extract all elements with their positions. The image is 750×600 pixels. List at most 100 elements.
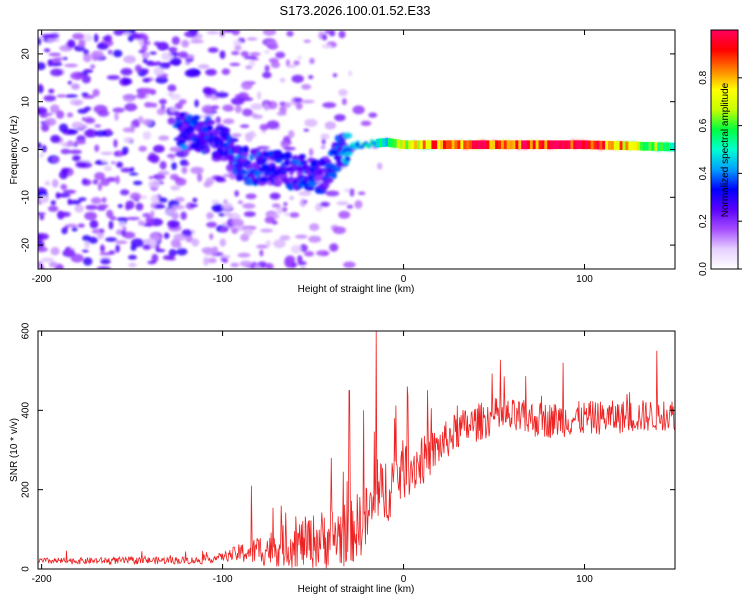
spectrogram-cell [245,65,253,70]
spectrogram-cell [265,240,271,247]
spectrogram-heatmap [38,30,675,269]
spectrogram-cell [82,234,91,242]
spectrogram-ridge-cell [590,140,594,150]
spectrogram-cell [159,62,171,69]
spectrogram-ridge-cell [558,140,563,150]
spectrogram-ridge-cell [393,139,397,148]
spectrogram-cell [169,220,177,227]
spectrogram-cell [179,144,189,150]
spectrogram-cell [137,33,144,39]
spectrogram-cell [334,114,346,122]
spectrogram-y-axis: -20 -10 0 10 20 [21,48,675,252]
spectrogram-cell [142,57,148,64]
spectrogram-cell [260,175,269,183]
spectrogram-ridge-cell [596,140,600,150]
spectrogram-cell [129,124,136,133]
spectrogram-cell [65,142,76,147]
spectrogram-cell [231,30,240,36]
spectrogram-cell [148,175,154,180]
spectrogram-ridge-cell [512,140,516,150]
spectrogram-ridge-cell [587,140,591,150]
spectrogram-cell [131,32,140,40]
spectrogram-ridge-cell [500,140,505,150]
spectrogram-cell [222,259,229,263]
spectrogram-cell [92,179,99,185]
spectrogram-cell [181,166,188,174]
spectrogram-cell [167,92,174,96]
spectrogram-cell [170,106,177,112]
spectrogram-cell [283,258,294,267]
spectrogram-cell [125,200,135,210]
spectrogram-cell [174,102,183,110]
spectrogram-cell [145,216,155,225]
spectrogram-cell [234,94,246,98]
spectrogram-cell [302,200,308,204]
spectrogram-cell [72,155,81,162]
spectrogram-cell [63,56,68,61]
spectrogram-cell [189,203,199,208]
spectrogram-cell [83,69,94,74]
spectrogram-cell [171,162,177,170]
spectrogram-cell [75,161,87,168]
spectrogram-x-tick-label: -200 [32,274,52,285]
spectrogram-cell [309,223,320,232]
spectrogram-ridge-cell [544,140,548,150]
spectrogram-cell [122,93,136,103]
spectrogram-cell [202,86,213,95]
spectrogram-cell [243,146,249,154]
spectrogram-cell [169,146,183,152]
snr-x-tick-label: 0 [401,574,407,585]
spectrogram-cell [38,212,46,216]
spectrogram-cell [214,176,226,182]
spectrogram-cell [90,197,102,205]
spectrogram-cell [38,195,48,204]
spectrogram-cell [105,237,118,242]
spectrogram-cell [223,30,234,33]
spectrogram-cell [336,201,349,206]
spectrogram-cell [44,180,51,186]
spectrogram-cell [122,226,127,231]
spectrogram-cell [190,166,204,175]
spectrogram-ridge-cell [382,138,386,147]
spectrogram-cell [56,193,71,198]
spectrogram-cell [118,221,126,228]
snr-y-tick-label: 600 [21,322,32,339]
spectrogram-cell [130,238,145,248]
spectrogram-cell [246,37,258,41]
spectrogram-cell [211,199,220,205]
spectrogram-cell [194,99,199,108]
spectrogram-ridge-cell [492,140,496,150]
spectrogram-cell [94,124,102,128]
spectrogram-cell [81,33,93,43]
snr-x-tick-label: 100 [576,574,593,585]
spectrogram-cell [211,203,224,213]
spectrogram-cell [206,212,214,219]
spectrogram-cell [308,75,314,80]
spectrogram-cell [74,204,84,213]
spectrogram-cell [201,104,215,114]
spectrogram-y-tick-label: 10 [21,96,32,108]
spectrogram-cell [206,30,219,35]
spectrogram-ridge-cell [538,140,542,150]
colorbar-tick-label: 0.4 [698,166,709,180]
spectrogram-cell [122,231,136,239]
spectrogram-ridge-cell [608,141,612,150]
spectrogram-cell [377,162,383,170]
spectrogram-cell [301,99,315,104]
spectrogram-ridge-cell [654,142,658,151]
spectrogram-cell [64,63,78,68]
colorbar-label: Normalized spectral amplitude [720,82,731,217]
spectrogram-cell [343,151,354,157]
spectrogram-cell [237,252,251,258]
spectrogram-cell [170,238,181,248]
spectrogram-cell [82,249,89,253]
spectrogram-cell [99,228,105,234]
spectrogram-cell [264,50,270,54]
spectrogram-cell [319,201,330,207]
spectrogram-y-tick-label: -20 [21,237,32,252]
spectrogram-cell [103,165,113,172]
spectrogram-cell [280,141,290,149]
spectrogram-ridge-cell [445,140,450,150]
spectrogram-cell [39,153,44,158]
spectrogram-cell [170,185,181,191]
